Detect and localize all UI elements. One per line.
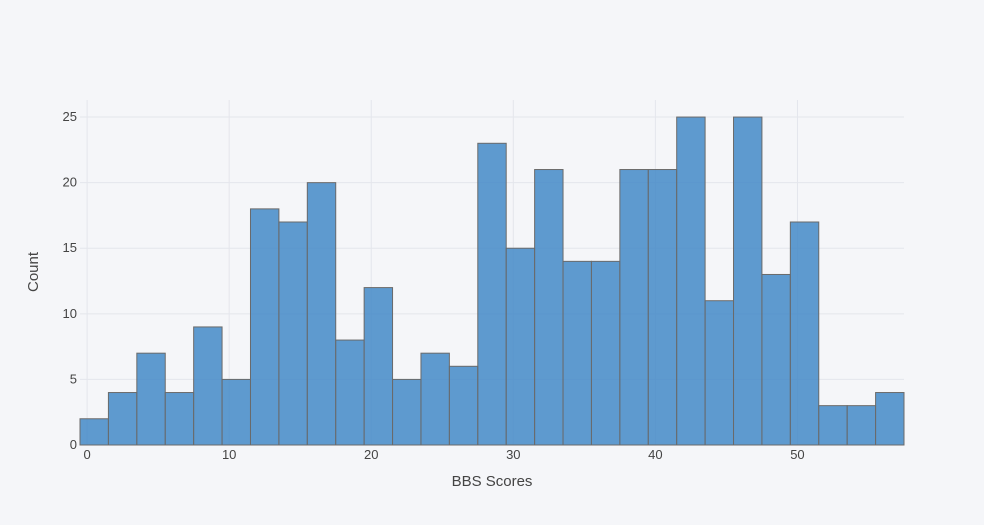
y-tick-label: 0: [70, 437, 77, 452]
histogram-bar: [704, 300, 735, 446]
histogram-bar: [164, 392, 195, 446]
x-tick-label: 40: [648, 447, 662, 462]
histogram-bar: [107, 392, 138, 446]
histogram-bar: [590, 260, 621, 446]
x-tick-label: 0: [83, 447, 90, 462]
y-tick-label: 20: [63, 175, 77, 190]
histogram-bar: [392, 378, 422, 446]
histogram-bar: [420, 352, 450, 446]
histogram-bar: [193, 326, 223, 446]
histogram-bar: [761, 273, 791, 446]
histogram-bar: [363, 287, 394, 446]
y-tick-label: 5: [70, 371, 77, 386]
histogram-bar: [477, 142, 507, 446]
histogram-bar: [733, 116, 763, 446]
histogram-bar: [249, 208, 280, 446]
histogram-bar: [562, 260, 592, 446]
histogram-bar: [221, 378, 251, 446]
y-axis-title: Count: [25, 251, 42, 292]
x-tick-label: 30: [506, 447, 520, 462]
histogram-bar: [136, 352, 166, 446]
histogram-bar: [306, 182, 337, 446]
histogram-bar: [818, 405, 848, 446]
y-tick-label: 25: [63, 109, 77, 124]
x-tick-label: 50: [790, 447, 804, 462]
histogram-bar: [647, 169, 678, 446]
histogram-bar: [335, 339, 365, 446]
histogram-bar: [875, 392, 905, 446]
histogram-bar: [789, 221, 820, 446]
y-tick-label: 15: [63, 240, 77, 255]
x-tick-label: 10: [222, 447, 236, 462]
histogram-bar: [846, 405, 877, 446]
histogram-bar: [278, 221, 308, 446]
histogram-bars: [79, 116, 905, 446]
x-tick-label: 20: [364, 447, 378, 462]
axis-ticks: 0 10 20 30 40 50 0 5 10 15 20 25: [63, 109, 805, 462]
x-axis-title: BBS Scores: [452, 473, 533, 490]
histogram-bar: [448, 365, 479, 446]
y-tick-label: 10: [63, 306, 77, 321]
histogram-bar: [619, 169, 649, 446]
histogram-bar: [505, 247, 536, 446]
histogram-bar: [534, 169, 564, 446]
histogram-bar: [79, 418, 109, 446]
histogram-bar: [676, 116, 706, 446]
